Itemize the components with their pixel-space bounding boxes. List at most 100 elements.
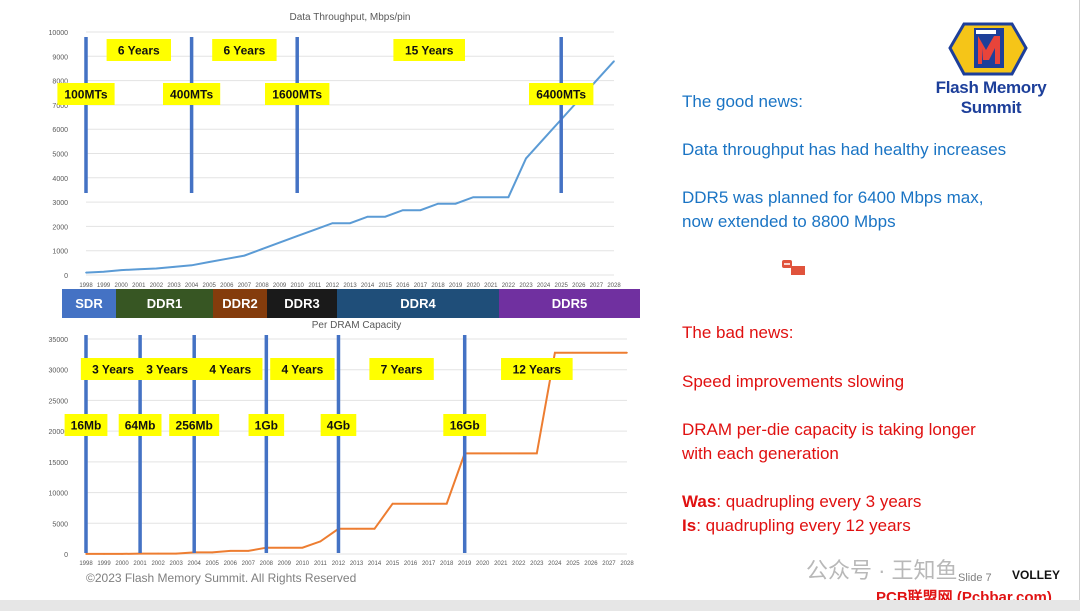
x-tick-label: 2017 <box>422 561 436 567</box>
data-point <box>211 551 214 554</box>
y-tick-label: 7000 <box>52 103 68 110</box>
y-tick-label: 0 <box>64 273 68 280</box>
chart-title: Per DRAM Capacity <box>312 320 401 331</box>
data-point <box>355 528 358 530</box>
x-tick-label: 2003 <box>167 283 181 289</box>
x-tick-label: 2027 <box>602 561 616 567</box>
x-tick-label: 2016 <box>404 561 418 567</box>
x-tick-label: 2018 <box>440 561 454 567</box>
data-point <box>437 202 439 205</box>
x-tick-label: 2002 <box>151 561 165 567</box>
data-point <box>472 196 475 199</box>
x-tick-label: 2006 <box>224 561 238 567</box>
x-tick-label: 2016 <box>396 283 410 289</box>
generation-ddr4: DDR4 <box>337 289 499 318</box>
marker-label-bg <box>118 414 162 436</box>
data-point <box>226 257 228 260</box>
span-label-bg <box>212 39 277 61</box>
y-tick-label: 25000 <box>49 398 69 405</box>
data-point <box>349 222 351 224</box>
x-tick-label: 2011 <box>314 561 328 567</box>
is-text: : quadrupling every 12 years <box>696 516 911 535</box>
x-tick-label: 2005 <box>206 561 220 567</box>
data-point <box>247 550 250 552</box>
x-tick-label: 1999 <box>97 283 111 289</box>
marker-label: 1Gb <box>255 419 278 433</box>
data-point <box>613 60 615 62</box>
span-label-bg <box>134 358 200 380</box>
marker-label: 16Gb <box>450 419 480 433</box>
data-point <box>445 502 448 505</box>
x-tick-label: 2024 <box>548 561 562 567</box>
x-tick-label: 2000 <box>115 283 129 289</box>
x-tick-label: 2018 <box>431 283 445 289</box>
data-point <box>155 267 158 270</box>
generation-bar: SDR DDR1 DDR2 DDR3 DDR4 DDR5 <box>62 289 640 318</box>
y-tick-label: 8000 <box>52 79 68 86</box>
generation-sdr: SDR <box>62 289 116 318</box>
good-news-point-1: Data throughput has had healthy increase… <box>682 140 1007 159</box>
x-tick-label: 2015 <box>379 283 393 289</box>
x-tick-label: 2002 <box>150 283 164 289</box>
span-label-bg <box>106 39 171 61</box>
data-point <box>373 528 376 530</box>
span-label-bg <box>393 39 465 61</box>
data-point <box>554 351 556 354</box>
data-point <box>319 540 322 543</box>
span-label-bg <box>501 358 573 380</box>
x-tick-label: 2019 <box>449 283 463 289</box>
x-tick-label: 2023 <box>519 283 533 289</box>
data-point <box>229 550 232 552</box>
data-point <box>157 552 159 555</box>
span-label: 3 Years <box>92 363 134 377</box>
data-point <box>626 351 628 354</box>
y-tick-label: 1000 <box>52 249 68 256</box>
bad-news-point-2: DRAM per-die capacity is taking longer w… <box>682 420 976 463</box>
logo-text: Flash Memory Summit <box>935 78 1047 117</box>
data-point <box>402 209 404 212</box>
generation-ddr5: DDR5 <box>499 289 640 318</box>
y-tick-label: 10000 <box>49 30 69 37</box>
data-point <box>490 196 492 199</box>
x-tick-label: 2012 <box>326 283 340 289</box>
x-tick-label: 2026 <box>584 561 598 567</box>
data-point <box>518 452 520 455</box>
data-point <box>139 552 141 555</box>
comment-icon[interactable] <box>781 259 807 277</box>
x-tick-label: 2015 <box>386 561 400 567</box>
x-tick-label: 2004 <box>185 283 199 289</box>
marker-label-bg <box>265 83 330 105</box>
span-label: 6 Years <box>118 44 160 58</box>
data-point <box>384 215 387 218</box>
data-point <box>102 270 105 273</box>
x-tick-label: 2020 <box>467 283 481 289</box>
data-point <box>454 202 457 205</box>
data-point <box>572 351 574 354</box>
x-tick-label: 2020 <box>476 561 490 567</box>
y-tick-label: 9000 <box>52 54 68 61</box>
x-tick-label: 2013 <box>343 283 357 289</box>
chart-title: Data Throughput, Mbps/pin <box>289 12 410 23</box>
marker-label-bg <box>57 83 115 105</box>
data-point <box>366 215 369 218</box>
y-tick-label: 4000 <box>52 176 68 183</box>
marker-label: 400MTs <box>170 88 213 102</box>
x-tick-label: 2009 <box>278 561 292 567</box>
y-tick-label: 15000 <box>49 460 69 467</box>
x-tick-label: 2013 <box>350 561 364 567</box>
bad-news-point-1: Speed improvements slowing <box>682 372 905 391</box>
span-label-bg <box>80 358 146 380</box>
bottom-bar <box>0 600 1080 611</box>
x-tick-label: 2012 <box>332 561 346 567</box>
x-tick-label: 2023 <box>530 561 544 567</box>
data-point <box>391 502 394 505</box>
x-tick-label: 2003 <box>169 561 183 567</box>
span-label: 15 Years <box>405 44 454 58</box>
x-tick-label: 2004 <box>188 561 202 567</box>
marker-label: 6400MTs <box>536 88 586 102</box>
data-point <box>427 502 430 505</box>
x-tick-label: 2014 <box>368 561 382 567</box>
marker-label: 1600MTs <box>272 88 322 102</box>
x-tick-label: 2011 <box>308 283 322 289</box>
x-tick-label: 2024 <box>537 283 551 289</box>
